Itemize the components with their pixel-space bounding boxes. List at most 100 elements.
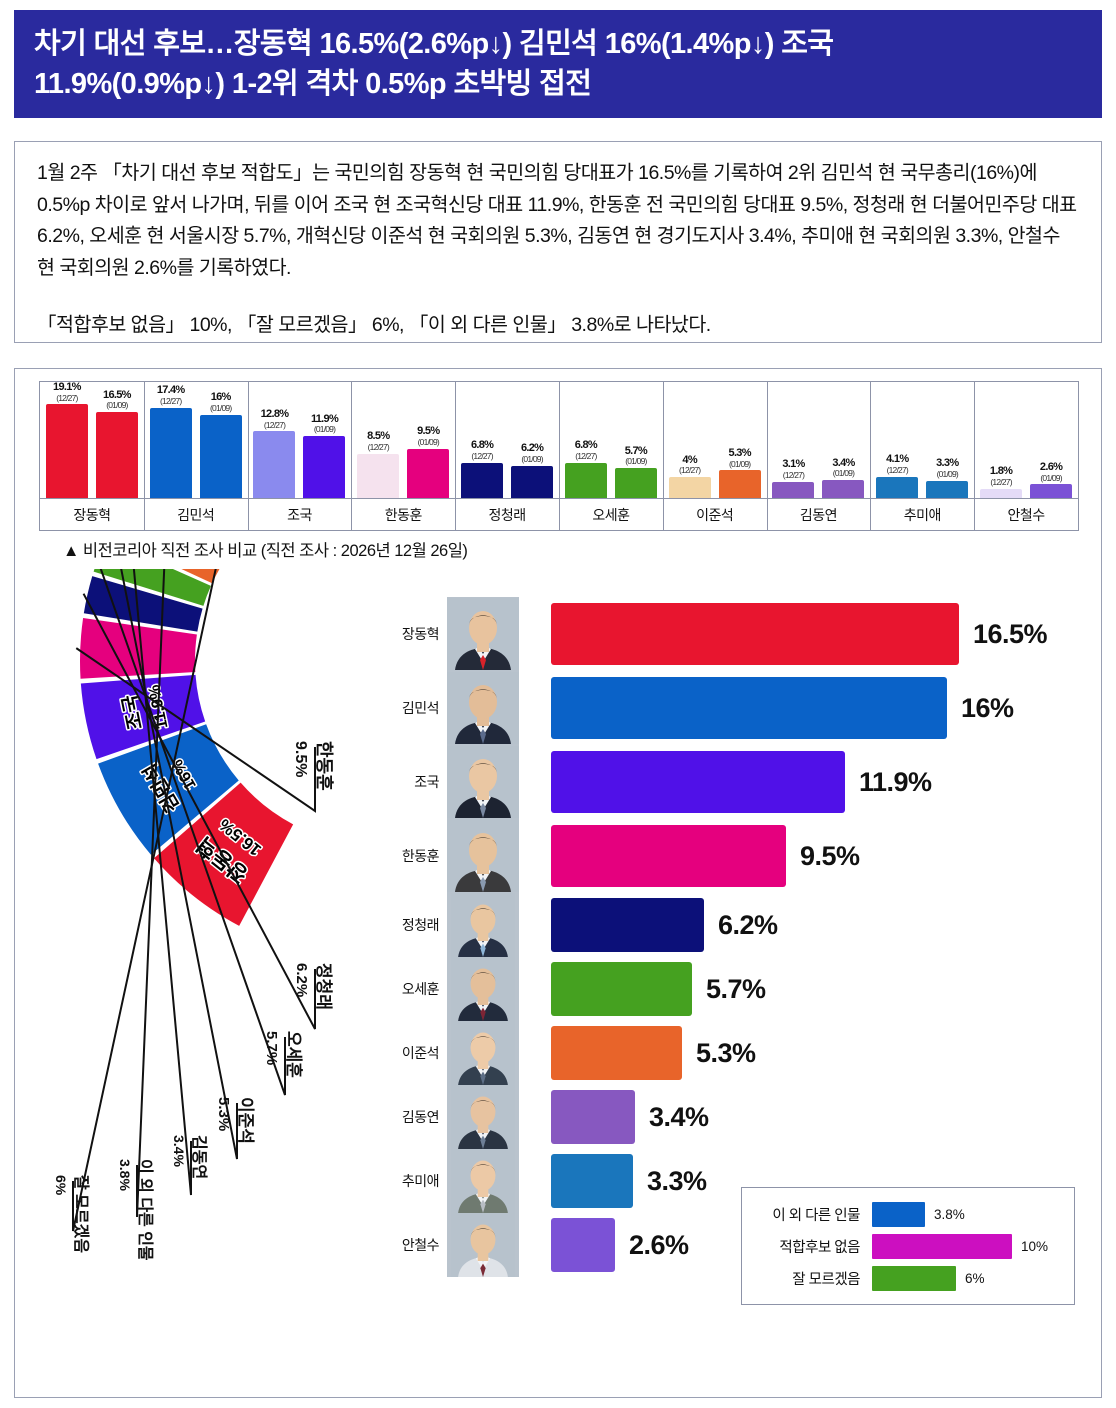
bar-row-조국: 조국 11.9%: [375, 745, 1075, 819]
comparison-bar-value-label: 3.1%: [782, 458, 805, 471]
bar-rect: [551, 898, 704, 952]
donut-leader-line-잘 모르겠음: [72, 569, 217, 1232]
donut-leader-name: 이 외 다른 인물: [136, 1159, 154, 1261]
comparison-group-안철수: 1.8% (12/27) 2.6% (01/09) 안철수: [974, 382, 1078, 530]
comparison-group-separator: [662, 382, 664, 530]
comparison-group-김동연: 3.1% (12/27) 3.4% (01/09) 김동연: [766, 382, 871, 530]
donut-leader-value: 5.3%: [215, 1097, 232, 1131]
bar-candidate-name: 장동혁: [401, 626, 440, 642]
donut-leader-line-김동연: [132, 569, 192, 1196]
bar-row-김민석: 김민석 16%: [375, 671, 1075, 745]
bar-track: 6.2%: [519, 898, 1075, 952]
comparison-bar-date-label: (01/09): [210, 402, 232, 413]
legend-label: 적합후보 없음: [779, 1239, 860, 1256]
comparison-bar-01/09-추미애: 3.3% (01/09): [926, 382, 969, 498]
bar-track: 11.9%: [519, 751, 1075, 813]
donut-leader-label-잘 모르겠음: 잘 모르겠음6%: [53, 1175, 91, 1253]
comparison-bars: 6.8% (12/27) 6.2% (01/09): [455, 382, 559, 498]
comparison-bar-value-label: 5.7%: [624, 444, 648, 457]
comparison-bar-date-label: (01/09): [313, 424, 336, 435]
bar-row-오세훈: 오세훈 5.7%: [375, 957, 1075, 1021]
comparison-bar-01/09-안철수: 2.6% (01/09): [1030, 382, 1073, 498]
bar-candidate-name: 오세훈: [401, 981, 440, 997]
bar-row-김동연: 김동연 3.4%: [375, 1085, 1075, 1149]
comparison-bar-value-label: 2.6%: [1039, 461, 1063, 474]
donut-leader-name: 정청래: [314, 963, 334, 1010]
legend-row-이 외 다른 인물: 이 외 다른 인물 3.8%: [752, 1201, 1060, 1227]
legend-row-잘 모르겠음: 잘 모르겠음 6%: [752, 1265, 1060, 1291]
comparison-bar-date-label: (12/27): [367, 441, 390, 452]
comparison-group-조국: 12.8% (12/27) 11.9% (01/09) 조국: [247, 382, 352, 530]
candidate-photo-추미애: [447, 1149, 519, 1213]
bar-row-추미애: 추미애 3.3%: [375, 1149, 1075, 1213]
comparison-bar-value-label: 11.9%: [310, 412, 339, 425]
candidate-photo-안철수: [447, 1213, 519, 1277]
comparison-bar-date-label: (01/09): [106, 400, 128, 411]
comparison-group-separator: [974, 382, 976, 530]
comparison-bar-value-label: 6.8%: [470, 439, 494, 452]
bar-row-안철수: 안철수 2.6%: [375, 1213, 1075, 1277]
comparison-category-label: 안철수: [974, 498, 1078, 530]
comparison-bar-rect: [357, 453, 400, 498]
donut-leader-value: 6%: [53, 1175, 69, 1196]
donut-slice-장동혁: [153, 782, 294, 926]
legend-row-적합후보 없음: 적합후보 없음 10%: [752, 1233, 1060, 1259]
bar-rect: [551, 1026, 682, 1080]
candidate-photo-오세훈: [447, 957, 519, 1021]
comparison-bar-date-label: (01/09): [729, 458, 751, 469]
candidate-portrait-glyph: [451, 1213, 515, 1277]
candidate-portrait-glyph: [451, 1085, 515, 1149]
comparison-bar-date-label: (12/27): [263, 419, 286, 430]
bar-value-label: 3.4%: [649, 1101, 709, 1132]
comparison-group-이준석: 4% (12/27) 5.3% (01/09) 이준석: [662, 382, 767, 530]
comparison-bar-rect: [511, 465, 554, 498]
bar-track: 3.4%: [519, 1090, 1075, 1144]
donut-leader-line-한동훈: [75, 647, 316, 813]
bar-value-label: 5.7%: [706, 973, 766, 1004]
comparison-group-separator: [558, 382, 560, 530]
comparison-bar-value-label: 17.4%: [156, 384, 185, 397]
comparison-caption: ▲ 비전코리아 직전 조사 비교 (직전 조사 : 2026년 12월 26일): [63, 542, 468, 560]
comparison-bar-rect: [45, 404, 88, 498]
comparison-bar-value-label: 19.1%: [53, 381, 81, 393]
comparison-bar-12/27-조국: 12.8% (12/27): [253, 382, 296, 498]
comparison-bars: 4% (12/27) 5.3% (01/09): [663, 382, 767, 498]
bar-track: 5.3%: [519, 1026, 1075, 1080]
bar-rect: [551, 962, 692, 1016]
candidate-portrait-glyph: [451, 1021, 515, 1085]
comparison-bar-rect: [876, 476, 919, 498]
summary-paragraph-2: 「적합후보 없음」 10%, 「잘 모르겠음」 6%, 「이 외 다른 인물」 …: [37, 314, 711, 337]
bar-track: 16%: [519, 677, 1075, 739]
bar-rect: [551, 751, 845, 813]
bar-value-label: 16%: [961, 692, 1014, 723]
donut-slice-이준석: [181, 569, 220, 584]
comparison-group-separator: [247, 382, 249, 530]
comparison-bar-rect: [822, 480, 865, 498]
legend-swatch: [872, 1265, 956, 1291]
comparison-bar-value-label: 16.5%: [103, 388, 131, 401]
bar-value-label: 2.6%: [629, 1229, 689, 1260]
donut-slice-정청래: [83, 576, 203, 632]
bar-candidate-name: 한동훈: [401, 848, 440, 864]
bar-row-이준석: 이준석 5.3%: [375, 1021, 1075, 1085]
bar-candidate-name: 안철수: [401, 1237, 440, 1253]
comparison-group-separator: [766, 382, 768, 530]
comparison-bar-date-label: (12/27): [679, 465, 701, 476]
candidate-portrait-glyph: [451, 957, 515, 1021]
donut-leader-label-한동훈: 한동훈 9.5%: [292, 741, 335, 791]
comparison-bar-rect: [564, 462, 607, 498]
comparison-bar-value-label: 3.4%: [832, 456, 855, 469]
bar-candidate-name: 김민석: [401, 700, 440, 716]
comparison-bars: 12.8% (12/27) 11.9% (01/09): [248, 382, 352, 498]
comparison-bar-date-label: (01/09): [832, 468, 855, 479]
bar-value-label: 16.5%: [973, 618, 1048, 649]
comparison-group-오세훈: 6.8% (12/27) 5.7% (01/09) 오세훈: [558, 382, 663, 530]
bar-candidate-name: 추미애: [401, 1173, 440, 1189]
comparison-bar-12/27-오세훈: 6.8% (12/27): [564, 382, 607, 498]
bar-rect: [551, 677, 947, 739]
donut-leader-name: 한동훈: [314, 741, 335, 791]
